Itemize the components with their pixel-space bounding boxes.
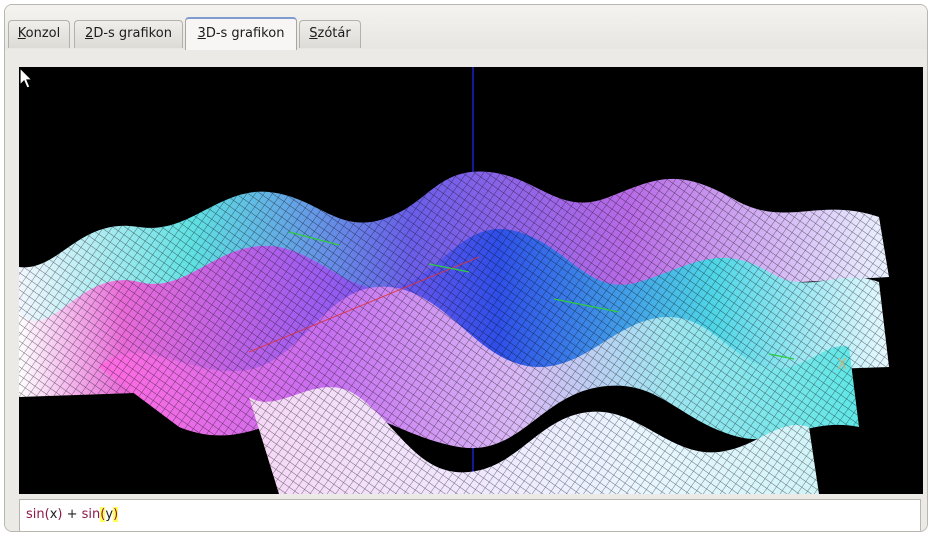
tab-konzol-mnemonic: K bbox=[17, 26, 26, 41]
tab-konzol-label: onzol bbox=[25, 26, 61, 41]
expr-variable-x: x bbox=[49, 507, 58, 522]
tab-szotar-mnemonic: S bbox=[309, 26, 318, 41]
x-axis-line bbox=[768, 353, 795, 360]
plot-3d-canvas[interactable]: X bbox=[19, 67, 923, 494]
tab-2d-label: D-s grafikon bbox=[93, 26, 172, 41]
y-axis-line bbox=[248, 256, 480, 353]
expr-function-sin: sin bbox=[81, 507, 101, 522]
expression-input[interactable]: sin(x) + sin(y) bbox=[19, 499, 921, 531]
expr-function-sin: sin bbox=[26, 507, 45, 522]
axis-green-seg-2 bbox=[428, 263, 470, 273]
tab-szotar[interactable]: Szótár bbox=[299, 20, 361, 48]
tab-3d-label: D-s grafikon bbox=[205, 26, 285, 41]
expr-variable-y: y bbox=[105, 507, 114, 522]
mouse-cursor-icon bbox=[19, 67, 34, 89]
tab-2d-grafikon[interactable]: 2D-s grafikon bbox=[74, 20, 183, 48]
expr-paren: ( bbox=[44, 507, 50, 522]
tab-konzol[interactable]: Konzol bbox=[8, 20, 70, 48]
tab-panel-3d: X sin(x) + sin(y) bbox=[5, 49, 927, 531]
expr-operator-plus: + bbox=[62, 507, 82, 522]
surface-plot-svg bbox=[19, 67, 889, 494]
tab-bar: Konzol 2D-s grafikon 3D-s grafikon Szótá… bbox=[5, 5, 927, 50]
expr-paren-highlighted: ) bbox=[113, 507, 119, 522]
axis-green-seg-3 bbox=[553, 298, 620, 313]
tab-3d-mnemonic: 3 bbox=[197, 26, 206, 41]
tab-2d-mnemonic: 2 bbox=[85, 26, 94, 41]
tab-szotar-label: zótár bbox=[317, 26, 351, 41]
tab-3d-grafikon[interactable]: 3D-s grafikon bbox=[185, 17, 297, 50]
expr-paren: ) bbox=[57, 507, 63, 522]
expr-paren-highlighted: ( bbox=[100, 507, 106, 522]
axis-green-seg-1 bbox=[288, 231, 340, 246]
x-axis-label: X bbox=[837, 355, 848, 373]
app-window: Konzol 2D-s grafikon 3D-s grafikon Szótá… bbox=[4, 4, 928, 532]
